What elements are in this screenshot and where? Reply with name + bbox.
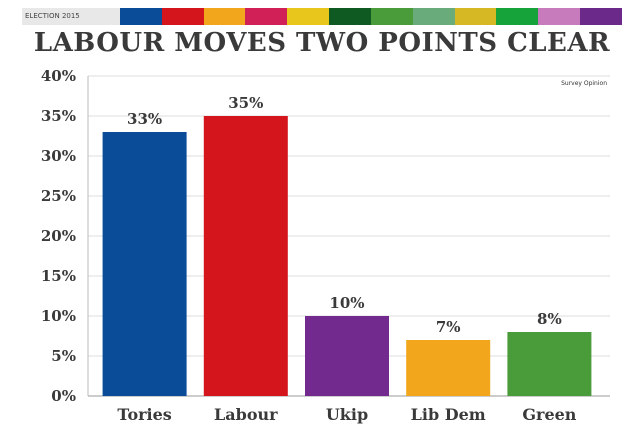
y-axis: 0% 5% 10% 15% 20% 25% 30% 35% 40% [41, 67, 76, 405]
category-label: Green [522, 405, 576, 424]
bar-tories [102, 132, 187, 396]
strip-swatch [287, 8, 330, 25]
strip-swatch [454, 8, 497, 25]
data-label: 8% [537, 310, 562, 328]
chart-source: Survey Opinion [561, 80, 607, 87]
chart-title: LABOUR MOVES TWO POINTS CLEAR [33, 28, 611, 58]
category-label: Ukip [326, 405, 368, 424]
election-color-strip: ELECTION 2015 [22, 8, 622, 25]
y-tick-label: 25% [41, 187, 76, 205]
strip-swatch [538, 8, 581, 25]
strip-swatch [370, 8, 413, 25]
bars [102, 116, 592, 396]
y-tick-label: 10% [41, 307, 76, 325]
y-tick-label: 20% [41, 227, 76, 245]
data-label: 10% [329, 294, 364, 312]
strip-colors [120, 8, 622, 25]
strip-swatch [161, 8, 204, 25]
y-tick-label: 5% [51, 347, 76, 365]
bar-lib-dem [406, 340, 491, 396]
data-label: 35% [228, 94, 263, 112]
strip-swatch [496, 8, 539, 25]
y-tick-label: 35% [41, 107, 76, 125]
data-label: 7% [436, 318, 461, 336]
category-label: Tories [117, 405, 171, 424]
strip-swatch [580, 8, 622, 25]
bar-ukip [305, 316, 389, 396]
bar-green [507, 332, 592, 396]
category-label: Lib Dem [411, 405, 486, 424]
y-tick-label: 15% [41, 267, 76, 285]
category-label: Labour [214, 405, 278, 424]
data-labels: 33% 35% 10% 7% 8% [127, 94, 562, 336]
strip-swatch [412, 8, 455, 25]
strip-tag: ELECTION 2015 [22, 8, 120, 25]
strip-swatch [245, 8, 288, 25]
strip-swatch [203, 8, 246, 25]
y-tick-label: 30% [41, 147, 76, 165]
strip-swatch [329, 8, 371, 25]
data-label: 33% [127, 110, 162, 128]
y-tick-label: 40% [41, 67, 76, 85]
bar-labour [203, 116, 288, 396]
x-axis: Tories Labour Ukip Lib Dem Green [117, 405, 576, 424]
strip-swatch [120, 8, 162, 25]
y-tick-label: 0% [51, 387, 76, 405]
